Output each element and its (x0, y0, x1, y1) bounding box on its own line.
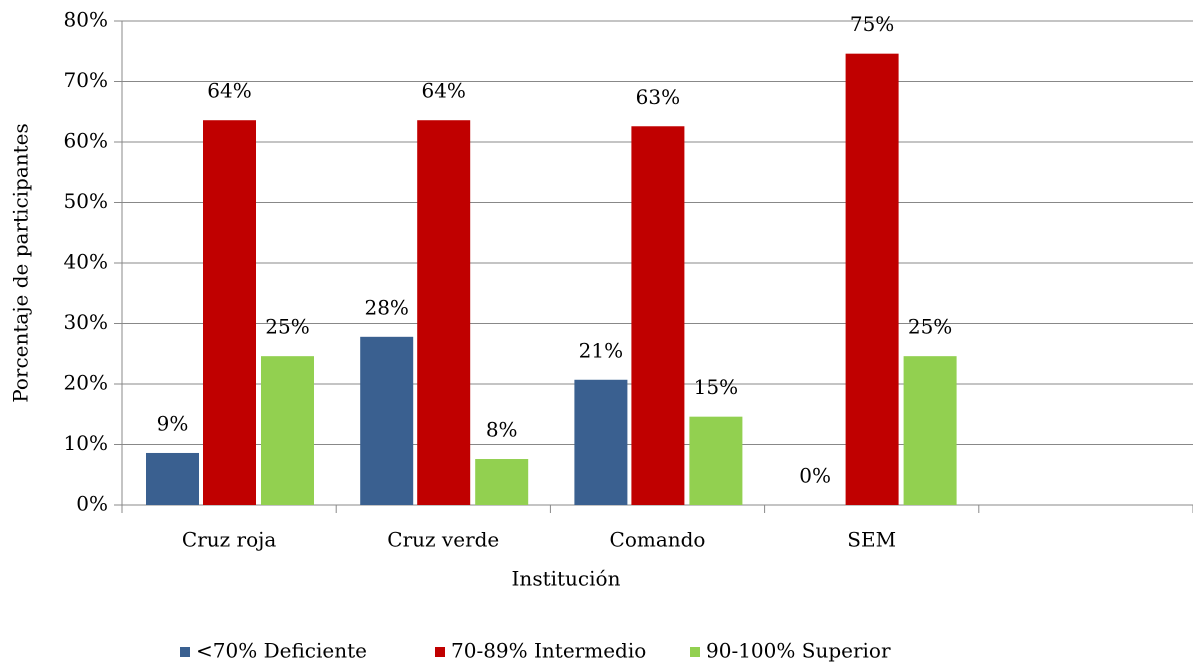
value-label: 25% (908, 315, 952, 339)
legend-swatch (180, 647, 190, 657)
bar (146, 452, 199, 505)
y-tick-label: 50% (64, 189, 108, 213)
y-axis-label: Porcentaje de participantes (9, 123, 33, 403)
y-tick-label: 80% (64, 8, 108, 32)
value-label: 64% (421, 79, 465, 103)
y-tick-label: 60% (64, 129, 108, 153)
y-tick-label: 20% (64, 371, 108, 395)
legend-swatch (690, 647, 700, 657)
bar (475, 459, 529, 505)
x-axis-label: Institución (512, 567, 621, 591)
value-label: 8% (486, 418, 518, 442)
legend-label: <70% Deficiente (196, 639, 367, 663)
x-tick-label: SEM (847, 528, 896, 552)
value-label: 64% (207, 79, 251, 103)
value-label: 21% (579, 338, 623, 362)
bar (903, 356, 957, 505)
value-label: 75% (850, 12, 894, 36)
value-label: 0% (799, 464, 831, 488)
value-label: 15% (694, 375, 738, 399)
legend-label: 90-100% Superior (706, 639, 891, 663)
bar (574, 379, 628, 505)
y-tick-label: 40% (64, 250, 108, 274)
x-tick-label: Cruz verde (387, 528, 499, 552)
bar (631, 126, 685, 506)
y-tick-label: 70% (64, 68, 108, 92)
y-tick-label: 10% (64, 431, 108, 455)
y-tick-label: 0% (76, 492, 108, 516)
bar (203, 120, 256, 505)
legend-label: 70-89% Intermedio (451, 639, 646, 663)
value-label: 9% (157, 411, 189, 435)
bar (689, 416, 743, 505)
value-label: 63% (636, 85, 680, 109)
x-tick-label: Comando (610, 528, 706, 552)
value-label: 25% (265, 315, 309, 339)
bar (845, 53, 899, 506)
bar (360, 336, 414, 505)
y-tick-label: 30% (64, 310, 108, 334)
bar (261, 356, 314, 505)
x-tick-label: Cruz roja (182, 528, 276, 552)
legend-swatch (435, 647, 445, 657)
value-label: 28% (364, 295, 408, 319)
bar (417, 120, 471, 505)
